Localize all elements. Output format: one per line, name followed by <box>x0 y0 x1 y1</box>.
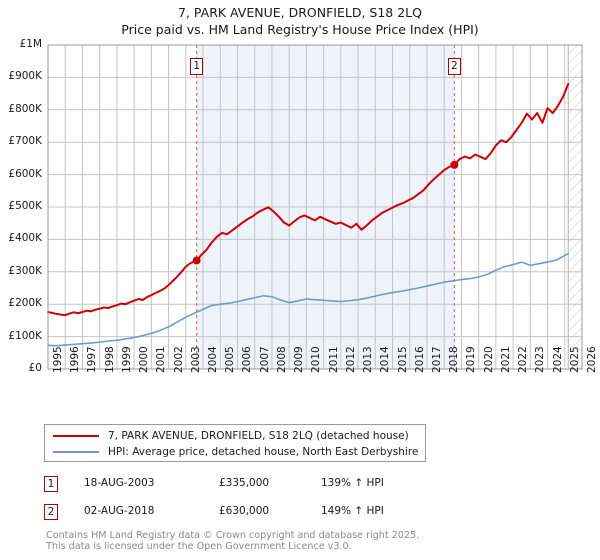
y-axis-tick-label: £400K <box>8 232 42 245</box>
x-axis-tick-label: 2006 <box>241 346 254 373</box>
x-axis-tick-label: 2003 <box>189 346 202 373</box>
y-axis-tick-label: £800K <box>8 102 42 115</box>
x-axis-tick-label: 2004 <box>207 346 220 373</box>
footer-line-copyright: Contains HM Land Registry data © Crown c… <box>46 530 420 541</box>
transaction-date: 18-AUG-2003 <box>84 477 155 489</box>
series-line-property <box>47 82 570 317</box>
x-axis-tick-label: 2002 <box>172 346 185 373</box>
transaction-price: £335,000 <box>219 477 270 489</box>
x-axis-tick-label: 2023 <box>534 346 547 373</box>
legend-swatch-property <box>53 435 99 437</box>
transaction-date: 02-AUG-2018 <box>84 505 155 517</box>
y-axis-tick-label: £1M <box>19 38 42 50</box>
chart-legend: 7, PARK AVENUE, DRONFIELD, S18 2LQ (deta… <box>44 424 426 462</box>
chart-svg <box>47 44 583 370</box>
no-data-hatched-band <box>567 44 583 370</box>
title-line-address: 7, PARK AVENUE, DRONFIELD, S18 2LQ <box>178 5 422 20</box>
plot-frame <box>47 44 583 370</box>
transaction-hpi-delta: 139% ↑ HPI <box>321 477 384 489</box>
legend-item-hpi: HPI: Average price, detached house, Nort… <box>53 444 418 460</box>
y-axis-tick-label: £200K <box>8 297 42 310</box>
x-axis-tick-label: 2012 <box>344 346 357 373</box>
x-axis-tick-label: 2020 <box>482 346 495 373</box>
transaction-index-badge: 2 <box>44 504 58 520</box>
transaction-price: £630,000 <box>219 505 270 517</box>
x-axis-tick-label: 2015 <box>396 346 409 373</box>
x-axis-tick-label: 2009 <box>293 346 306 373</box>
x-axis-tick-label: 2025 <box>568 346 581 373</box>
x-axis-tick-label: 2005 <box>224 346 237 373</box>
y-axis-tick-label: £600K <box>8 167 42 180</box>
x-axis-tick-label: 1995 <box>52 346 64 373</box>
table-row: 1 18-AUG-2003 £335,000 139% ↑ HPI <box>44 476 484 494</box>
y-axis-tick-label: £700K <box>8 135 42 148</box>
x-axis-tick-label: 2026 <box>586 346 598 373</box>
y-axis-tick-label: £900K <box>8 70 42 83</box>
title-line-subtitle: Price paid vs. HM Land Registry's House … <box>121 22 479 37</box>
x-axis-tick-label: 2024 <box>551 346 564 373</box>
y-axis-tick-label: £500K <box>8 200 42 212</box>
x-axis-tick-label: 2000 <box>138 346 151 373</box>
footer-line-licence: This data is licensed under the Open Gov… <box>46 541 352 552</box>
legend-item-property: 7, PARK AVENUE, DRONFIELD, S18 2LQ (deta… <box>53 428 409 444</box>
transaction-index-badge: 1 <box>44 476 58 492</box>
x-axis-tick-label: 1997 <box>86 346 99 373</box>
x-axis-tick-label: 2011 <box>327 346 340 373</box>
x-axis-tick-label: 2010 <box>310 346 323 373</box>
chart-plot-area: £0 £100K £200K £300K £400K £500K £600K £700K £80… <box>0 38 600 378</box>
legend-label-property: 7, PARK AVENUE, DRONFIELD, S18 2LQ (deta… <box>108 430 409 442</box>
transaction-marker-dot[interactable] <box>450 160 459 169</box>
x-axis-tick-label: 2001 <box>155 346 168 373</box>
x-axis-tick-label: 2007 <box>258 346 271 373</box>
x-axis-tick-label: 2016 <box>413 346 426 373</box>
table-row: 2 02-AUG-2018 £630,000 149% ↑ HPI <box>44 504 484 522</box>
footer-attribution: Contains HM Land Registry data © Crown c… <box>46 530 586 552</box>
transaction-hpi-delta: 149% ↑ HPI <box>321 505 384 517</box>
x-axis-tick-label: 1998 <box>103 346 116 373</box>
x-axis-tick-label: 2013 <box>362 346 375 373</box>
legend-swatch-hpi <box>53 451 99 453</box>
transaction-marker-dot[interactable] <box>192 256 201 265</box>
y-axis-tick-label: £300K <box>8 264 42 277</box>
transaction-marker-badge[interactable]: 2 <box>447 58 461 75</box>
series-line-hpi <box>47 252 570 347</box>
x-axis-tick-label: 2017 <box>430 346 443 373</box>
x-axis-tick-label: 2014 <box>379 346 392 373</box>
x-axis-tick-label: 2021 <box>499 346 512 373</box>
x-axis-tick-label: 1999 <box>120 346 133 373</box>
page-title: 7, PARK AVENUE, DRONFIELD, S18 2LQ Price… <box>0 4 600 38</box>
x-axis-tick-label: 2019 <box>465 346 478 373</box>
x-axis-tick-label: 1996 <box>69 346 82 373</box>
x-axis-tick-label: 2008 <box>275 346 288 373</box>
legend-label-hpi: HPI: Average price, detached house, Nort… <box>108 446 419 458</box>
x-axis-tick-label: 2022 <box>517 346 530 373</box>
y-axis-tick-label: £0 <box>28 362 42 374</box>
transaction-marker-badge[interactable]: 1 <box>190 58 204 75</box>
x-axis-tick-label: 2018 <box>448 346 461 373</box>
y-axis-tick-label: £100K <box>8 329 42 342</box>
